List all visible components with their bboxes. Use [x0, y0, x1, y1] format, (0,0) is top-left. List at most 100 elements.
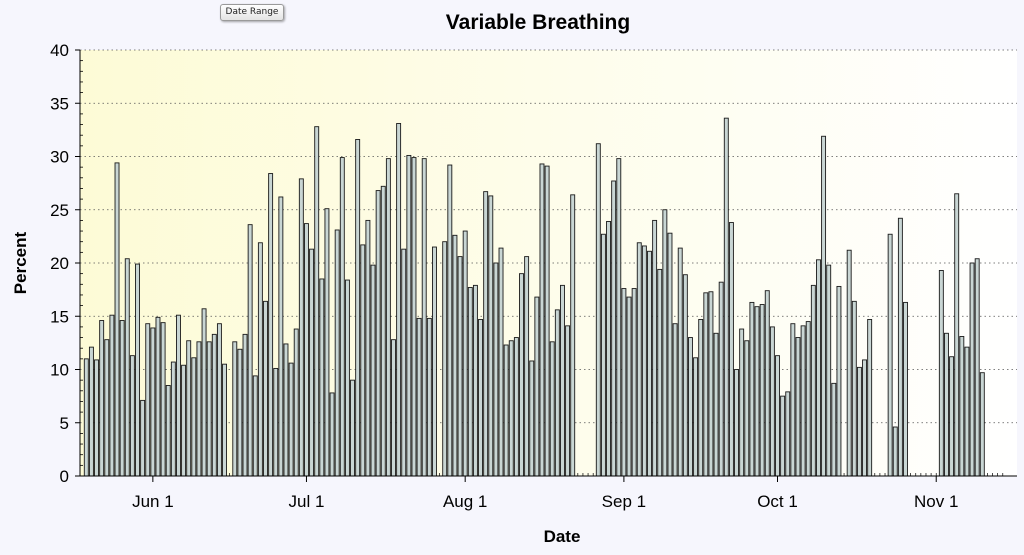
bar	[370, 264, 376, 477]
bar	[734, 369, 739, 477]
bar	[519, 273, 524, 477]
bar	[831, 382, 837, 477]
bar	[810, 284, 816, 477]
bar	[273, 367, 279, 477]
bar	[565, 325, 571, 477]
bar	[769, 326, 775, 477]
bar	[319, 278, 325, 477]
bar	[83, 358, 89, 477]
bar	[503, 344, 509, 477]
bar	[800, 325, 806, 477]
bar	[278, 196, 284, 477]
bar	[723, 117, 729, 477]
bar	[836, 285, 842, 477]
bar	[478, 318, 483, 477]
bar	[293, 328, 299, 477]
bar	[140, 399, 146, 477]
bar	[160, 322, 166, 477]
bar	[759, 304, 765, 477]
bar	[554, 309, 560, 477]
bar	[974, 258, 980, 477]
bar	[150, 327, 156, 477]
bar	[447, 164, 453, 477]
bar	[88, 346, 94, 477]
bar	[903, 301, 908, 477]
bar	[626, 296, 632, 477]
bar	[887, 233, 893, 477]
bar	[631, 288, 637, 477]
bar	[790, 323, 796, 477]
bar	[846, 249, 852, 477]
bar	[104, 339, 110, 477]
bar	[109, 314, 115, 477]
bar	[135, 263, 140, 477]
bar	[662, 209, 668, 477]
bar	[155, 316, 161, 477]
bar	[304, 223, 309, 477]
bar	[242, 333, 248, 477]
bar	[334, 229, 340, 477]
bar	[944, 332, 949, 477]
bar	[401, 248, 407, 477]
bar	[508, 340, 514, 477]
y-tick-label: 0	[60, 467, 69, 486]
bar	[375, 190, 381, 477]
bar	[534, 296, 540, 477]
bar	[954, 193, 960, 477]
bar	[252, 375, 258, 477]
date-range-button[interactable]: Date Range	[220, 4, 284, 21]
bar	[703, 292, 709, 477]
y-tick-labels: 0 5 10 15 20 25 30 35 40	[50, 41, 80, 486]
y-axis-label: Percent	[11, 231, 30, 294]
bar	[222, 363, 227, 477]
bar	[897, 217, 903, 477]
y-tick-label: 25	[50, 201, 69, 220]
bar	[744, 340, 750, 477]
bar	[421, 158, 427, 477]
bar	[196, 341, 202, 477]
bar	[99, 320, 105, 477]
y-tick-label: 40	[50, 41, 69, 60]
bar	[129, 355, 135, 477]
bar	[493, 262, 499, 477]
bar	[560, 284, 565, 477]
y-tick-label: 15	[50, 307, 69, 326]
bar	[754, 306, 760, 477]
bar	[821, 135, 827, 477]
bar	[350, 379, 355, 477]
bar	[483, 191, 489, 477]
x-tick-label: Oct 1	[757, 492, 798, 511]
bar	[549, 341, 555, 477]
bar	[457, 256, 463, 477]
bar	[452, 234, 458, 477]
bar	[647, 250, 652, 477]
y-tick-label: 10	[50, 361, 69, 380]
bar	[257, 242, 263, 477]
bar	[391, 339, 396, 477]
bar	[114, 162, 120, 477]
bar	[298, 178, 304, 477]
bar	[677, 247, 683, 477]
bar	[795, 337, 801, 477]
bar	[145, 323, 151, 477]
bar	[355, 139, 361, 477]
y-tick-label: 30	[50, 148, 69, 167]
bar	[365, 219, 371, 477]
chart-title: Variable Breathing	[446, 11, 630, 34]
x-tick-label: Sep 1	[602, 492, 646, 511]
bar	[621, 288, 627, 477]
bar	[396, 123, 402, 477]
bar	[462, 230, 468, 477]
bar	[851, 300, 857, 477]
bar	[539, 163, 545, 477]
bar	[570, 194, 576, 477]
bar	[181, 364, 187, 477]
bar	[979, 372, 985, 477]
bar	[385, 158, 391, 477]
bar	[191, 357, 197, 477]
bar	[959, 336, 965, 477]
bar	[513, 337, 519, 477]
y-tick-label: 20	[50, 254, 69, 273]
bar	[693, 357, 699, 477]
bar	[698, 318, 704, 477]
